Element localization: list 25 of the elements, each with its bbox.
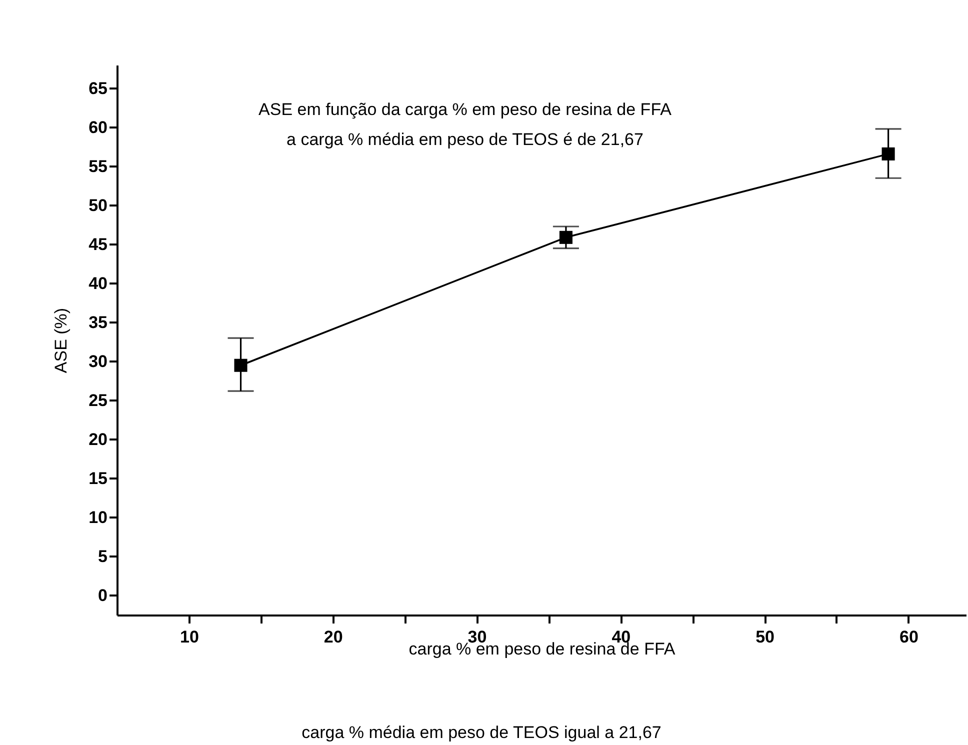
y-tick-label: 60 — [88, 118, 108, 137]
y-tick-label: 30 — [88, 352, 108, 371]
y-tick-label: 25 — [88, 390, 108, 410]
y-tick-label: 50 — [88, 196, 108, 215]
text: ASE em função da carga % em peso de resina de FFA — [258, 100, 672, 119]
y-tick-label: 65 — [88, 78, 108, 98]
y-tick-label: 0 — [98, 586, 108, 605]
y-tick-label: 10 — [88, 508, 108, 527]
point — [882, 147, 895, 160]
y-tick-label: 35 — [88, 312, 108, 332]
y-tick-label: 5 — [98, 546, 108, 566]
x-tick-label: 60 — [899, 628, 918, 646]
point — [559, 230, 572, 244]
y-tick-label: 15 — [88, 468, 108, 488]
point — [234, 358, 248, 372]
text: carga % média em peso de TEOS igual a 21,67 — [302, 723, 662, 742]
y-axis-title: ASE (%) — [52, 308, 71, 374]
y-tick-label: 20 — [88, 430, 108, 449]
y-tick-label: 40 — [88, 274, 108, 293]
y-tick-label: 45 — [88, 234, 108, 254]
y-tick-label: 55 — [88, 156, 108, 176]
x-tick-label: 10 — [180, 628, 199, 646]
x-tick-label: 50 — [756, 628, 775, 646]
x-tick-label: 20 — [324, 628, 343, 646]
text: a carga % média em peso de TEOS é de 21,67 — [286, 130, 644, 149]
